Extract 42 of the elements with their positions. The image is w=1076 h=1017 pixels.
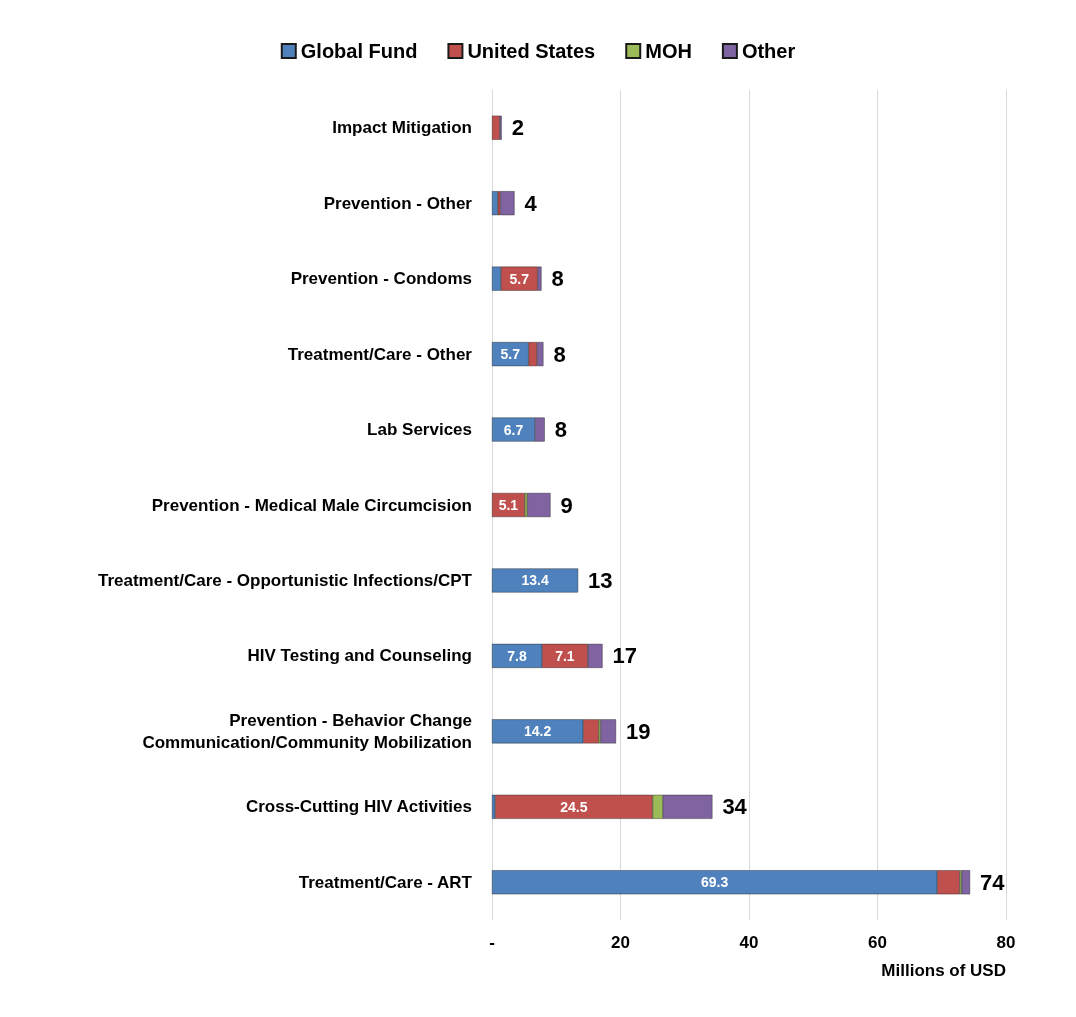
data-label: 5.1: [498, 497, 519, 513]
data-label: 69.3: [701, 874, 729, 891]
total-label: 4: [524, 190, 538, 216]
y-tick-label: Prevention - Behavior Change Communication/Community Mobilization: [142, 710, 472, 752]
y-tick-label: Treatment/Care - Other: [287, 344, 473, 364]
total-label: 19: [626, 718, 651, 744]
data-label: 7.1: [555, 647, 575, 664]
data-label: 7.8: [507, 647, 527, 664]
legend-label: Other: [741, 40, 796, 62]
data-label: 6.7: [503, 421, 524, 438]
total-label: 13: [588, 567, 613, 593]
total-label: 17: [612, 643, 637, 669]
y-tick-label: Impact Mitigation: [332, 118, 472, 138]
legend-label: United States: [467, 40, 596, 62]
x-tick-label: 80: [996, 933, 1016, 952]
y-tick-label: Treatment/Care - Opportunistic Infections/CPT: [97, 570, 473, 590]
y-tick-label: Treatment/Care - ART: [298, 872, 473, 892]
y-tick-label: Lab Services: [367, 420, 472, 440]
legend-label: MOH: [645, 40, 692, 62]
total-label: 34: [722, 794, 748, 820]
y-tick-label: HIV Testing and Counseling: [247, 646, 472, 666]
x-tick-label: -: [489, 933, 495, 952]
data-label: 13.4: [521, 572, 549, 589]
total-label: 9: [560, 492, 573, 518]
total-label: 8: [554, 417, 567, 443]
data-label: 14.2: [523, 723, 552, 740]
x-tick-label: 40: [739, 933, 759, 952]
data-label: 5.7: [509, 270, 530, 287]
x-tick-label: 60: [868, 933, 887, 952]
total-label: 74: [980, 869, 1006, 895]
data-label: 24.5: [560, 798, 588, 815]
y-tick-label: Prevention - Other: [323, 193, 473, 213]
total-label: 2: [511, 115, 524, 141]
total-label: 8: [553, 341, 566, 367]
total-label: 8: [551, 266, 564, 292]
data-label: 5.7: [500, 346, 521, 363]
y-tick-label: Cross-Cutting HIV Activities: [245, 797, 472, 817]
legend-label: Global Fund: [300, 40, 418, 62]
y-tick-label: Prevention - Medical Male Circumcision: [151, 495, 472, 515]
y-tick-label: Prevention - Condoms: [290, 269, 472, 289]
x-tick-label: 20: [611, 933, 630, 952]
x-axis-title: Millions of USD: [881, 961, 1006, 980]
